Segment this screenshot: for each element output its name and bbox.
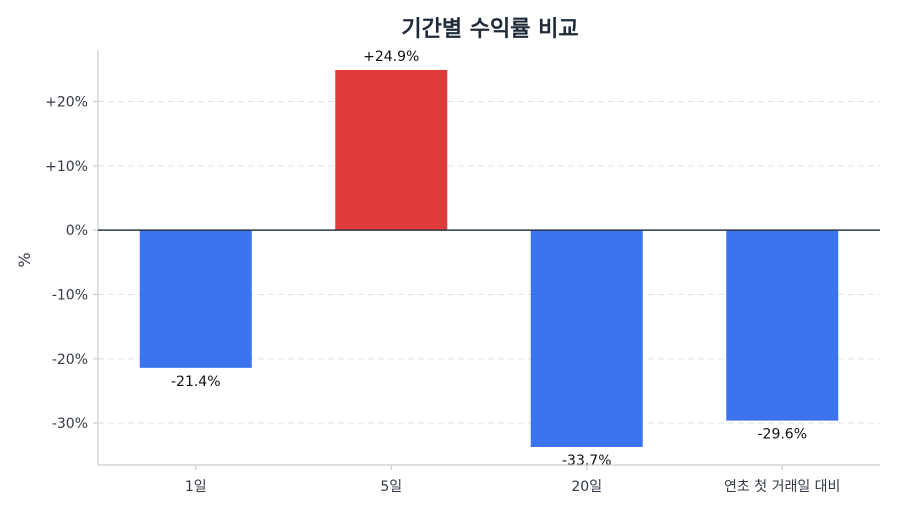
y-tick-label: 0% — [66, 223, 88, 239]
bar — [726, 230, 839, 421]
y-tick-label: -10% — [52, 287, 88, 303]
bars — [139, 69, 839, 447]
data-labels: -21.4%+24.9%-33.7%-29.6% — [171, 49, 807, 469]
axes: +20% +10% 0% -10% -20% -30% 1일 5일 20일 연초 첫 거래일 대비 — [45, 50, 880, 495]
bar-value-label: -29.6% — [757, 427, 807, 443]
bar — [335, 69, 448, 231]
x-tick-label: 5일 — [380, 479, 402, 495]
y-axis-label: % — [15, 252, 34, 267]
bar — [139, 230, 252, 368]
y-tick-label: +10% — [45, 159, 88, 175]
y-tick-label: -20% — [52, 352, 88, 368]
chart-title: 기간별 수익률 비교 — [401, 17, 578, 42]
x-tick-label: 20일 — [571, 479, 602, 495]
y-tick-label: -30% — [52, 416, 88, 432]
bar-value-label: -21.4% — [171, 374, 221, 390]
bar — [530, 230, 643, 447]
x-tick-label: 연초 첫 거래일 대비 — [724, 479, 840, 495]
x-tick-label: 1일 — [185, 479, 207, 495]
bar-value-label: +24.9% — [363, 49, 419, 65]
y-tick-label: +20% — [45, 94, 88, 110]
